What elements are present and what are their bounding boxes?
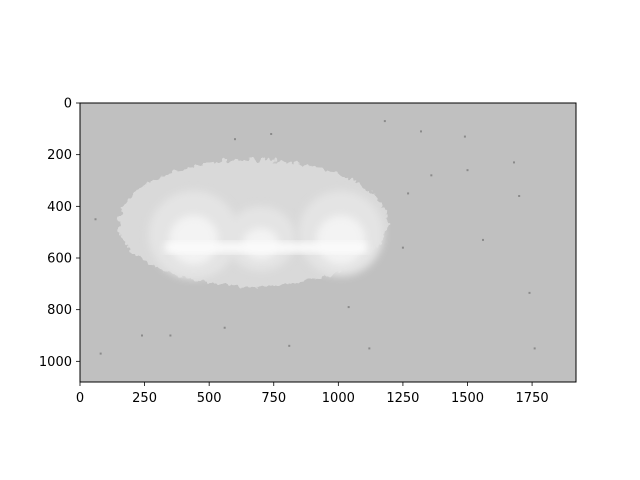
x-tick-label: 250 [132,391,157,406]
x-tick-label: 750 [261,391,286,406]
noise-speck [383,120,386,123]
noise-speck [528,291,531,294]
noise-speck [430,174,433,177]
noise-speck [288,344,291,347]
noise-speck [518,195,521,197]
noise-speck [482,238,484,241]
noise-speck [401,246,404,249]
y-tick-label: 1000 [39,355,72,370]
intensity-regions [118,159,388,287]
bright-streak [165,242,367,253]
y-tick-label: 0 [64,97,72,112]
region-left-core [169,215,219,265]
y-tick-label: 800 [47,303,72,318]
y-tick-label: 600 [47,252,72,267]
noise-speck [234,138,236,141]
noise-specks [94,120,536,355]
x-tick-label: 1500 [451,391,484,406]
noise-speck [513,161,515,164]
noise-speck [347,306,350,309]
noise-speck [141,334,143,337]
x-axis: 0 250 500 750 1000 1250 1500 1750 [76,382,549,406]
y-tick-label: 200 [47,148,72,163]
noise-speck [223,326,226,329]
y-axis: 0 200 400 600 800 1000 [39,97,80,370]
x-tick-label: 1250 [386,391,419,406]
region-right-core [316,215,366,265]
noise-speck [94,218,97,221]
y-tick-label: 400 [47,200,72,215]
noise-speck [407,192,410,195]
plot-area [80,103,576,382]
noise-speck [270,133,273,135]
noise-speck [99,352,102,355]
noise-speck [420,130,422,133]
noise-speck [368,347,371,350]
x-tick-label: 0 [76,391,84,406]
noise-speck [463,135,466,138]
x-tick-label: 500 [197,391,222,406]
x-tick-label: 1750 [516,391,549,406]
axes-frame [79,102,577,383]
noise-speck [466,169,469,172]
x-tick-label: 1000 [322,391,355,406]
noise-speck [169,334,172,337]
noise-speck [533,347,536,350]
